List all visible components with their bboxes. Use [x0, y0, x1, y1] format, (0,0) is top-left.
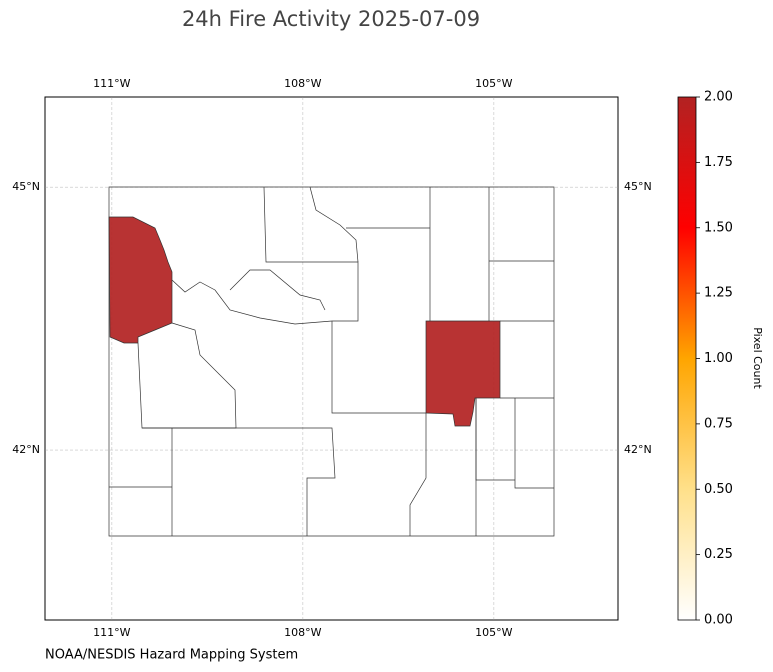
colorbar-tick-label: 0.25: [704, 547, 733, 562]
lon-tick-label: 105°W: [475, 626, 512, 639]
colorbar-tick-label: 1.00: [704, 351, 733, 366]
map-title: 24h Fire Activity 2025-07-09: [182, 7, 480, 31]
colorbar-tick-label: 0.00: [704, 613, 733, 628]
lon-tick-label: 108°W: [284, 77, 321, 90]
lon-tick-label: 105°W: [475, 77, 512, 90]
colorbar-tick-label: 0.50: [704, 482, 733, 497]
lat-tick-label: 45°N: [624, 180, 652, 193]
colorbar-tick-label: 1.50: [704, 220, 733, 235]
colorbar-tick-label: 1.75: [704, 155, 733, 170]
footer: NOAA/NESDIS Hazard Mapping System: [45, 648, 298, 663]
colorbar-tick-label: 0.75: [704, 416, 733, 431]
region: [425, 320, 501, 427]
region: [108, 216, 173, 344]
lon-tick-label: 108°W: [284, 626, 321, 639]
lat-tick-label: 45°N: [12, 180, 40, 193]
colorbar-tick-label: 2.00: [704, 90, 733, 105]
lon-tick-label: 111°W: [93, 77, 130, 90]
lon-tick-label: 111°W: [93, 626, 130, 639]
lat-tick-label: 42°N: [12, 443, 40, 456]
lat-tick-label: 42°N: [624, 443, 652, 456]
colorbar: [677, 96, 697, 621]
colorbar-label: Pixel Count: [751, 327, 764, 389]
county-boundaries: [108, 186, 555, 537]
map-frame: [44, 96, 619, 621]
colorbar-tick-label: 1.25: [704, 286, 733, 301]
